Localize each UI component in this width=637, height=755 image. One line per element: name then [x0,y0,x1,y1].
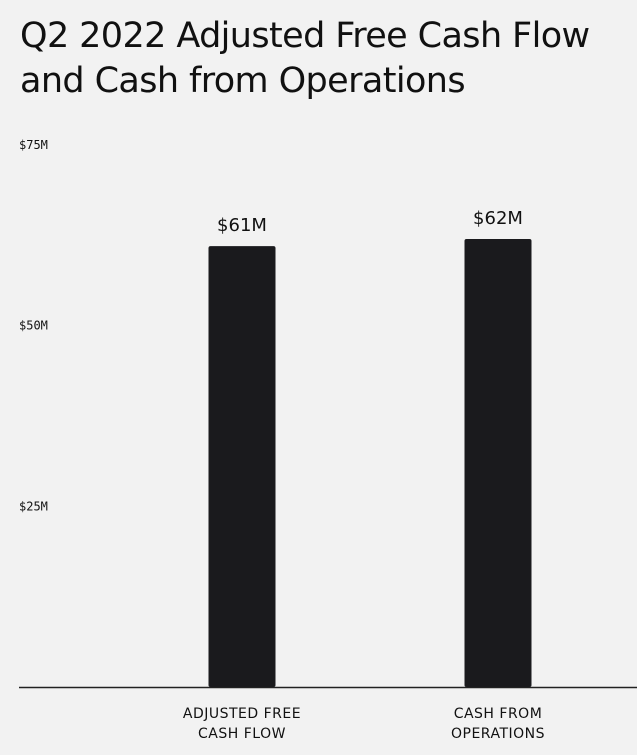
data-label-1: $61M [217,215,267,236]
chart-title-line-2: and Cash from Operations [20,61,466,101]
chart-title: Q2 2022 Adjusted Free Cash Flow and Cash… [20,14,630,104]
y-tick-label: $75M [19,138,48,152]
y-axis-ticks: $25M $50M $75M [19,138,48,513]
category-label-2: CASH FROM OPERATIONS [451,706,545,742]
y-tick-label: $25M [19,499,48,513]
category-label-1: ADJUSTED FREE CASH FLOW [183,706,301,742]
category-labels: ADJUSTED FREE CASH FLOW CASH FROM OPERATION… [183,706,545,742]
data-label-2: $62M [473,208,523,229]
y-tick-label: $50M [19,319,48,333]
data-labels: $61M $62M [217,208,523,236]
category-label-line: ADJUSTED FREE [183,706,301,722]
bars [208,238,532,688]
chart-title-line-1: Q2 2022 Adjusted Free Cash Flow [20,16,590,56]
bar-1 [208,246,276,687]
bar-2 [464,238,532,688]
category-label-line: OPERATIONS [451,726,545,742]
category-label-line: CASH FLOW [198,726,286,742]
category-label-line: CASH FROM [454,706,543,722]
